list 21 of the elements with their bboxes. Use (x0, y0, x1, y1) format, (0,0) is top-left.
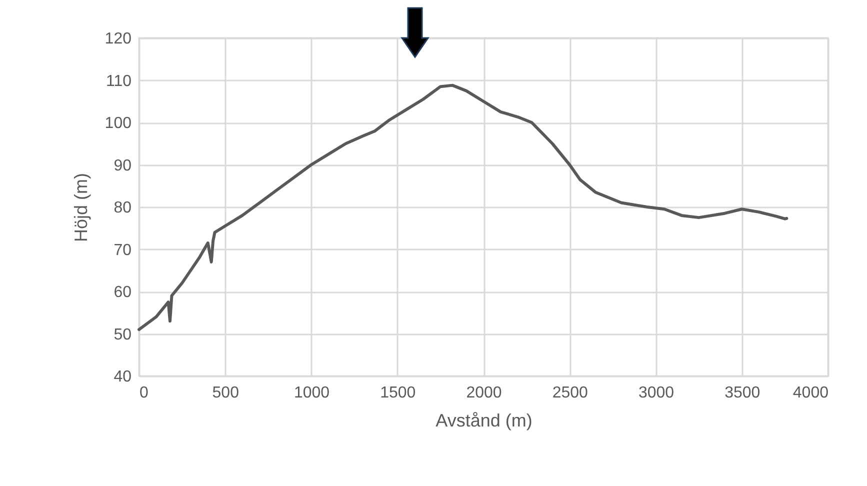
y-tick-label: 60 (114, 284, 132, 301)
y-tick-label: 100 (104, 115, 132, 132)
x-tick-label: 2000 (466, 384, 502, 402)
x-tick-label: 1500 (380, 384, 416, 402)
x-tick-label: 500 (212, 384, 240, 402)
line-series (138, 84, 788, 332)
y-tick-label: 50 (114, 326, 132, 344)
y-tick-label: 90 (114, 157, 132, 174)
x-axis-title: Avstånd (m) (436, 410, 532, 430)
x-tick-label: 2500 (552, 384, 588, 402)
x-tick-label: 0 (140, 384, 148, 402)
x-tick-label: 4000 (792, 384, 829, 402)
x-tick-label: 3000 (638, 384, 674, 402)
y-tick-label: 70 (114, 242, 132, 259)
x-tick-label: 3500 (724, 384, 760, 402)
y-tick-label: 120 (104, 30, 132, 48)
x-tick-label: 1000 (294, 384, 330, 402)
y-tick-label: 80 (114, 200, 132, 216)
y-axis-title: Höjd (m) (70, 172, 91, 242)
y-tick-label: 110 (106, 72, 132, 90)
y-tick-label: 40 (114, 368, 132, 386)
